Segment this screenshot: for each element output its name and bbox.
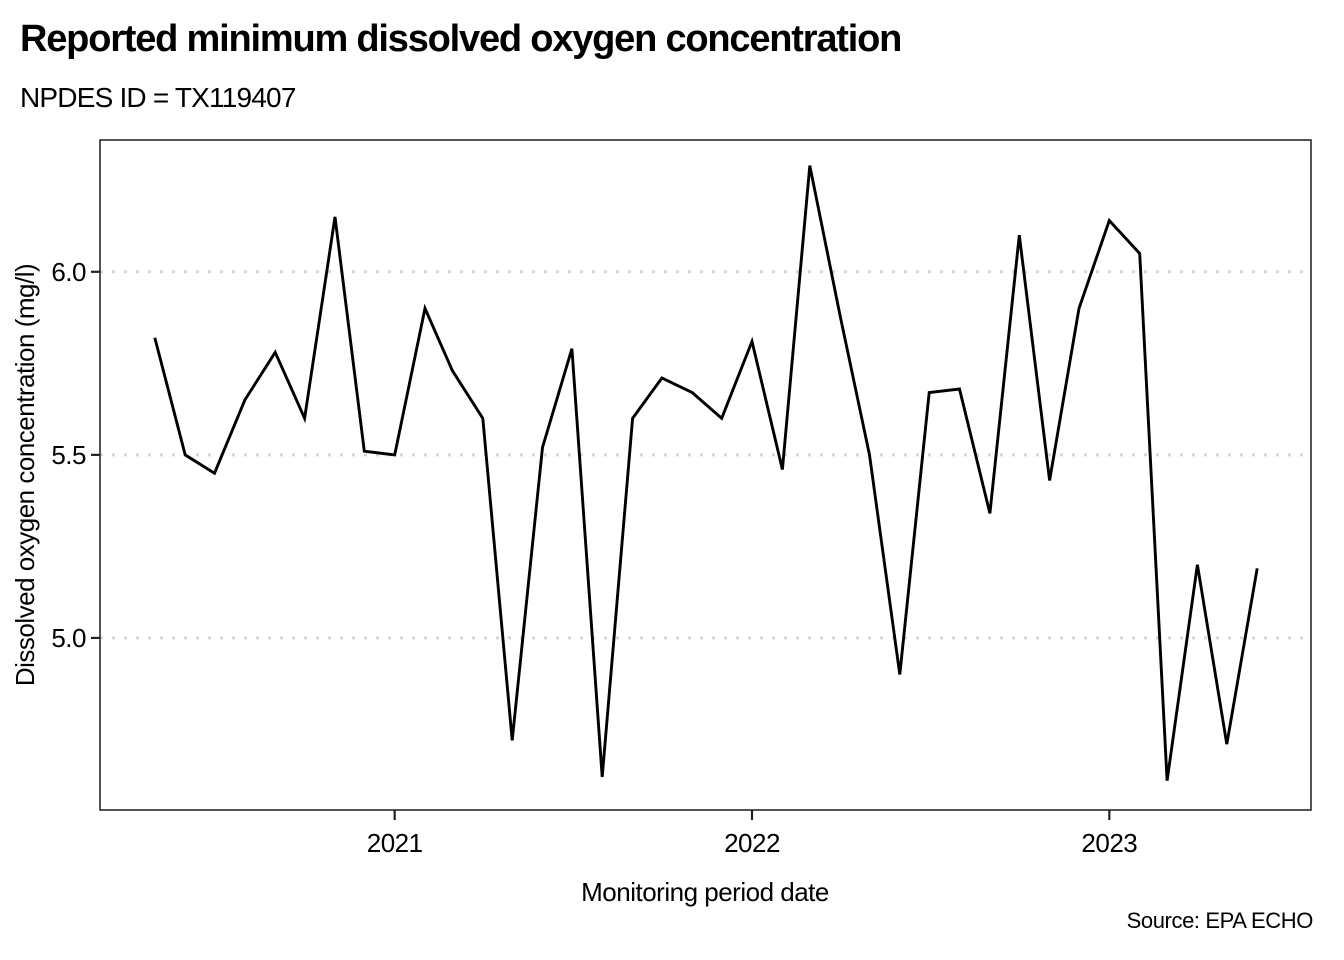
y-axis-title: Dissolved oxygen concentration (mg/l) <box>10 264 40 686</box>
plot-panel-border <box>99 139 1312 811</box>
chart-subtitle: NPDES ID = TX119407 <box>20 82 296 113</box>
x-tick-label: 2021 <box>367 828 423 858</box>
y-tick-label: 5.5 <box>51 440 86 470</box>
x-tick-label: 2023 <box>1081 828 1137 858</box>
y-tick-label: 6.0 <box>51 257 86 287</box>
source-note: Source: EPA ECHO <box>1126 908 1314 933</box>
chart-title: Reported minimum dissolved oxygen concen… <box>20 18 902 60</box>
data-series-line <box>153 165 1259 781</box>
x-tick-label: 2022 <box>724 828 780 858</box>
x-axis-title: Monitoring period date <box>581 877 829 907</box>
y-tick-label: 5.0 <box>51 623 86 653</box>
